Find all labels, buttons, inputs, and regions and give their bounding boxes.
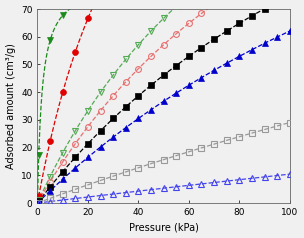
Y-axis label: Adsorbed amount (cm³/g): Adsorbed amount (cm³/g) [5, 43, 16, 169]
X-axis label: Pressure (kPa): Pressure (kPa) [129, 223, 199, 233]
